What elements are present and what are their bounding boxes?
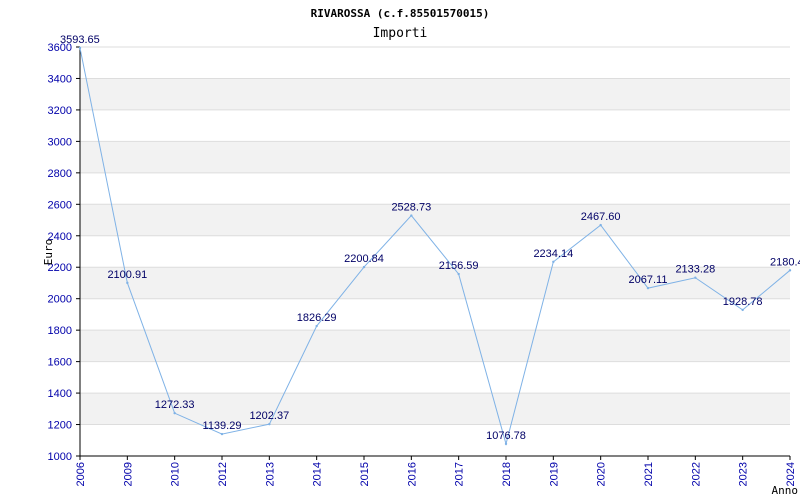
- data-point: [457, 272, 460, 276]
- y-tick-label: 2200: [48, 262, 72, 274]
- x-tick-label: 2019: [548, 462, 560, 486]
- data-label: 2200.84: [344, 253, 384, 265]
- y-tick-label: 1400: [48, 388, 72, 400]
- x-tick-label: 2014: [312, 462, 324, 486]
- data-label: 2528.73: [391, 202, 431, 214]
- x-tick-label: 2013: [264, 462, 276, 486]
- y-axis-label: Euro: [42, 239, 55, 266]
- y-tick-label: 2400: [48, 231, 72, 243]
- x-tick-label: 2015: [359, 462, 371, 486]
- data-label: 2156.59: [439, 260, 479, 272]
- y-tick-label: 3600: [48, 42, 72, 54]
- data-point: [646, 286, 650, 290]
- y-tick-labels: 1000 1200 1400 1600 1800 2000 2200 2400 2600 2800…: [48, 42, 72, 463]
- data-point: [599, 223, 602, 227]
- y-tick-label: 1800: [48, 325, 72, 337]
- data-point: [362, 265, 366, 269]
- y-tick-label: 1000: [48, 451, 72, 463]
- data-point: [220, 432, 224, 436]
- x-tick-labels: 2006 2009 2010 2012 2013 2014 2015 2016 2017 2018…: [75, 456, 797, 486]
- x-tick-label: 2017: [454, 462, 466, 486]
- data-labels: 3593.65 2100.91 1272.33 1139.29 1202.37 1826.…: [60, 34, 800, 446]
- data-point: [126, 281, 129, 285]
- data-label: 1139.29: [203, 420, 242, 432]
- data-label: 2234.14: [533, 248, 573, 260]
- data-label: 1076.78: [486, 430, 526, 442]
- data-label: 2180.4: [770, 256, 800, 268]
- data-point: [694, 276, 697, 279]
- x-tick-label: 2022: [690, 462, 702, 486]
- data-point: [552, 260, 555, 264]
- y-tick-label: 3200: [48, 105, 72, 117]
- x-tick-label: 2023: [738, 462, 750, 486]
- chart-subtitle: Importi: [373, 26, 428, 41]
- grid-lines: [76, 46, 790, 457]
- data-label: 1928.78: [723, 296, 763, 308]
- data-label: 1272.33: [155, 399, 195, 411]
- x-tick-label: 2012: [217, 462, 229, 486]
- series-line: [79, 47, 791, 446]
- grid-band: [80, 78, 790, 110]
- y-tick-label: 1600: [48, 357, 72, 369]
- data-point: [78, 46, 82, 50]
- x-tick-label: 2006: [75, 462, 87, 486]
- y-tick-label: 2000: [48, 294, 72, 306]
- y-tick-label: 3400: [48, 73, 72, 85]
- data-point: [410, 214, 413, 217]
- data-point: [173, 411, 176, 415]
- x-axis-label: Anno: [772, 484, 799, 497]
- x-tick-label: 2018: [501, 462, 513, 486]
- data-point: [504, 442, 508, 446]
- data-label: 2100.91: [107, 269, 147, 281]
- grid-band: [80, 393, 790, 425]
- x-tick-label: 2024: [785, 462, 797, 486]
- data-label: 3593.65: [60, 34, 100, 46]
- data-label: 2133.28: [675, 264, 715, 276]
- y-tick-label: 3000: [48, 136, 72, 148]
- data-label: 1202.37: [249, 410, 289, 422]
- data-point: [268, 422, 271, 426]
- data-label: 1826.29: [297, 312, 337, 324]
- chart-title: RIVAROSSA (c.f.85501570015): [311, 7, 490, 20]
- grid-band: [80, 204, 790, 236]
- y-tick-label: 1200: [48, 420, 72, 432]
- x-tick-label: 2010: [170, 462, 182, 486]
- x-tick-label: 2020: [596, 462, 608, 486]
- grid-bands: [80, 78, 790, 425]
- y-tick-label: 2600: [48, 199, 72, 211]
- x-tick-label: 2009: [122, 462, 134, 486]
- y-tick-label: 2800: [48, 168, 72, 180]
- x-tick-label: 2021: [643, 462, 655, 486]
- data-point: [741, 308, 744, 312]
- data-label: 2067.11: [629, 274, 668, 286]
- x-tick-label: 2016: [406, 462, 418, 486]
- grid-band: [80, 330, 790, 362]
- data-label: 2467.60: [581, 211, 621, 223]
- data-point: [315, 324, 318, 328]
- grid-band: [80, 141, 790, 173]
- data-point: [788, 269, 792, 272]
